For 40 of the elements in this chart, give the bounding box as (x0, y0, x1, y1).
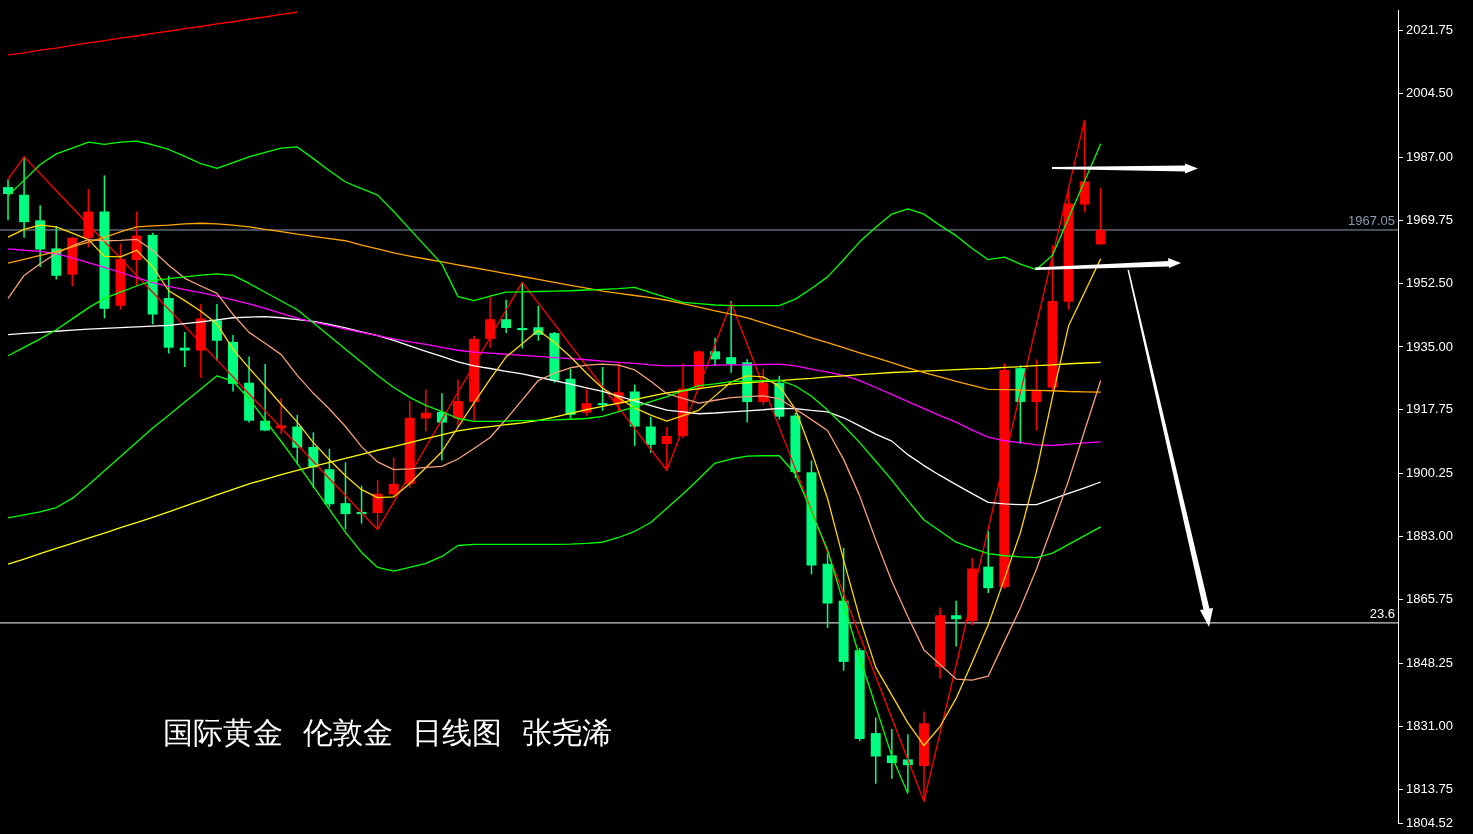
candlestick (372, 479, 383, 531)
candlestick (726, 300, 737, 374)
candlestick (886, 728, 897, 780)
y-tick-label: 2004.50 (1406, 84, 1453, 100)
candlestick (3, 178, 14, 222)
candlestick (870, 716, 881, 785)
y-tick-label: 1917.75 (1406, 401, 1453, 417)
annotation: 国际黄金 伦敦金 日线图 张尧浠 (163, 714, 612, 752)
y-tick-label: 1969.75 (1406, 211, 1453, 227)
candlestick (211, 303, 222, 362)
y-tick-label: 1848.25 (1406, 655, 1453, 671)
y-tick-label: 2021.75 (1406, 21, 1453, 37)
candlestick (485, 296, 496, 349)
candlestick (517, 281, 528, 350)
ref-line-label: 1967.05 (1348, 213, 1395, 229)
candlestick (597, 366, 608, 412)
candlestick (179, 331, 190, 368)
y-tick-label: 1883.00 (1406, 528, 1453, 544)
y-tick-label: 1813.75 (1406, 781, 1453, 797)
candlestick (983, 529, 994, 594)
candlestick (1031, 358, 1042, 432)
candlestick (260, 363, 271, 433)
y-tick-label: 1935.00 (1406, 338, 1453, 354)
candlestick (452, 379, 463, 428)
candlestick (645, 415, 656, 454)
y-tick-label: 1865.75 (1406, 591, 1453, 607)
y-tick-label: 1952.50 (1406, 274, 1453, 290)
candlestick (1095, 187, 1106, 246)
y-tick-label: 1900.25 (1406, 465, 1453, 481)
y-tick-label: 1804.52 (1406, 814, 1453, 830)
candlestick (951, 599, 962, 648)
candlestick (902, 733, 913, 794)
y-tick-label: 1987.00 (1406, 148, 1453, 164)
candlestick (661, 426, 672, 472)
candlestick (292, 414, 303, 466)
candlestick (388, 456, 399, 499)
candlestick (501, 299, 512, 334)
annotation: 23.6 (1369, 605, 1395, 621)
candlestick (340, 461, 351, 531)
y-tick-label: 1831.00 (1406, 718, 1453, 734)
